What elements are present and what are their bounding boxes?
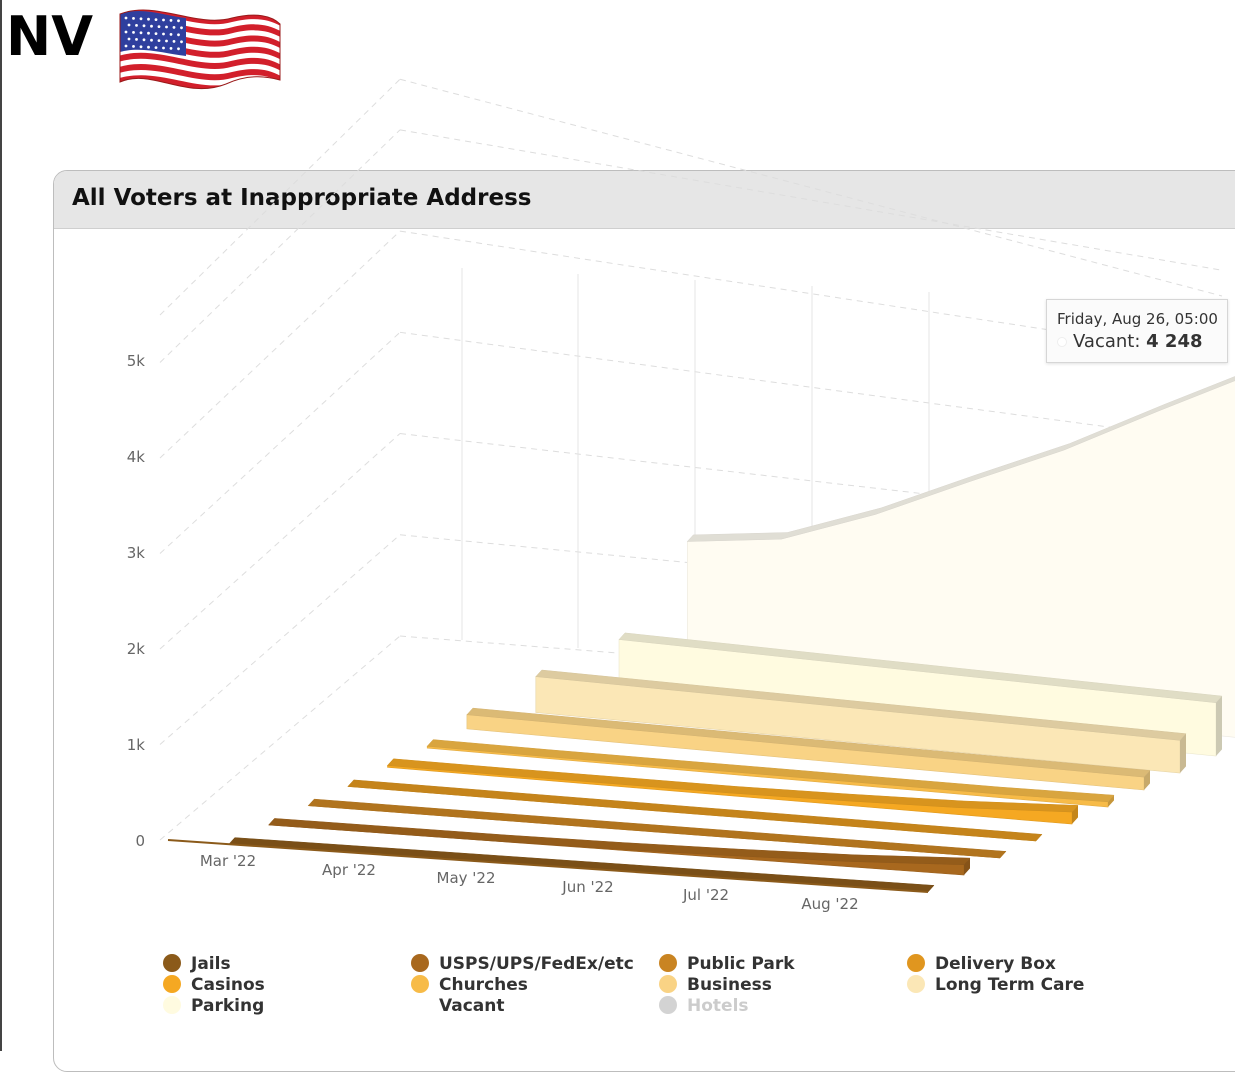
- chart-header: All Voters at Inappropriate Address: [54, 171, 1235, 229]
- series-delivery-box: [347, 779, 1043, 842]
- us-flag-icon: [119, 9, 281, 89]
- legend-label: Jails: [191, 954, 231, 974]
- tooltip-row: Vacant: 4 248: [1057, 331, 1203, 352]
- legend-label: Hotels: [687, 996, 749, 1016]
- legend-item-casinos[interactable]: Casinos: [163, 974, 265, 996]
- legend-item-jails[interactable]: Jails: [163, 953, 231, 975]
- series-cap: [1180, 733, 1186, 773]
- legend-item-business[interactable]: Business: [659, 974, 772, 996]
- legend-swatch: [163, 954, 181, 972]
- gridline-side: [159, 534, 401, 745]
- legend-swatch: [411, 954, 429, 972]
- state-code: NV: [6, 5, 93, 68]
- x-tick-label: Mar '22: [200, 852, 256, 870]
- series-top: [535, 669, 1187, 741]
- tooltip-value: 4 248: [1146, 331, 1203, 352]
- legend-item-public-park[interactable]: Public Park: [659, 953, 795, 975]
- x-axis-line: [167, 839, 929, 893]
- legend-label: Long Term Care: [935, 975, 1085, 995]
- legend-swatch: [907, 975, 925, 993]
- gridline-side: [159, 78, 401, 316]
- x-tick-label: Jun '22: [561, 878, 613, 896]
- legend-label: Churches: [439, 975, 528, 995]
- y-tick-label: 4k: [127, 448, 146, 466]
- x-tick-label: Jul '22: [682, 886, 729, 904]
- x-tick-label: May '22: [437, 869, 496, 887]
- y-tick-label: 0: [135, 832, 145, 850]
- legend-label: Public Park: [687, 954, 795, 974]
- legend-item-delivery-box[interactable]: Delivery Box: [907, 953, 1056, 975]
- legend-label: Vacant: [439, 996, 505, 1016]
- series-public-park: [307, 798, 1007, 859]
- gridline-back: [399, 129, 1223, 271]
- gridline-side: [159, 635, 401, 841]
- gridline-back: [399, 78, 1223, 297]
- series-business: [466, 707, 1151, 791]
- gridline-back: [399, 433, 1223, 529]
- y-tick-label: 1k: [127, 736, 146, 754]
- legend-label: Parking: [191, 996, 265, 1016]
- legend-item-hotels[interactable]: Hotels: [659, 995, 749, 1017]
- series-long-term-care: [535, 669, 1187, 774]
- gridline-side: [159, 129, 401, 363]
- legend-swatch: [411, 996, 429, 1014]
- tooltip-series-name: Vacant: [1073, 331, 1135, 352]
- series-churches: [426, 739, 1115, 808]
- chart-tooltip: Friday, Aug 26, 05:00 Vacant: 4 248: [1046, 299, 1228, 363]
- series-usps-ups-fedex-etc: [267, 818, 971, 876]
- legend-label: Casinos: [191, 975, 265, 995]
- legend-item-vacant[interactable]: Vacant: [411, 995, 504, 1017]
- gridline-side: [159, 433, 401, 650]
- legend-label: USPS/UPS/FedEx/etc: [439, 954, 634, 974]
- y-tick-label: 5k: [127, 352, 146, 370]
- tooltip-series-marker: [1057, 337, 1067, 347]
- page-left-border: [0, 0, 2, 1051]
- series-cap: [1072, 805, 1078, 824]
- legend-swatch: [163, 996, 181, 1014]
- x-tick-label: Apr '22: [322, 861, 376, 879]
- tooltip-date: Friday, Aug 26, 05:00: [1057, 310, 1218, 328]
- legend-item-churches[interactable]: Churches: [411, 974, 528, 996]
- legend-swatch: [659, 954, 677, 972]
- x-tick-label: Aug '22: [801, 895, 858, 913]
- tooltip-separator: :: [1134, 331, 1147, 352]
- series-top: [426, 739, 1115, 803]
- series-casinos: [386, 758, 1079, 825]
- legend-swatch: [659, 975, 677, 993]
- series-top: [686, 376, 1235, 542]
- chart-title: All Voters at Inappropriate Address: [72, 185, 532, 211]
- gridline-side: [159, 331, 401, 554]
- series-cap: [964, 858, 970, 875]
- series-top: [466, 707, 1151, 778]
- y-tick-label: 2k: [127, 640, 146, 658]
- legend-swatch: [659, 996, 677, 1014]
- y-tick-label: 3k: [127, 544, 146, 562]
- legend-swatch: [411, 975, 429, 993]
- legend-item-usps-ups-fedex-etc[interactable]: USPS/UPS/FedEx/etc: [411, 953, 634, 975]
- legend-item-long-term-care[interactable]: Long Term Care: [907, 974, 1084, 996]
- legend-swatch: [907, 954, 925, 972]
- legend-swatch: [163, 975, 181, 993]
- series-cap: [1144, 770, 1150, 790]
- series-top: [618, 632, 1223, 703]
- legend-item-parking[interactable]: Parking: [163, 995, 264, 1017]
- gridline-side: [159, 230, 401, 459]
- series-cap: [1216, 696, 1222, 756]
- series-cap: [1108, 795, 1114, 807]
- legend-label: Business: [687, 975, 772, 995]
- legend-label: Delivery Box: [935, 954, 1056, 974]
